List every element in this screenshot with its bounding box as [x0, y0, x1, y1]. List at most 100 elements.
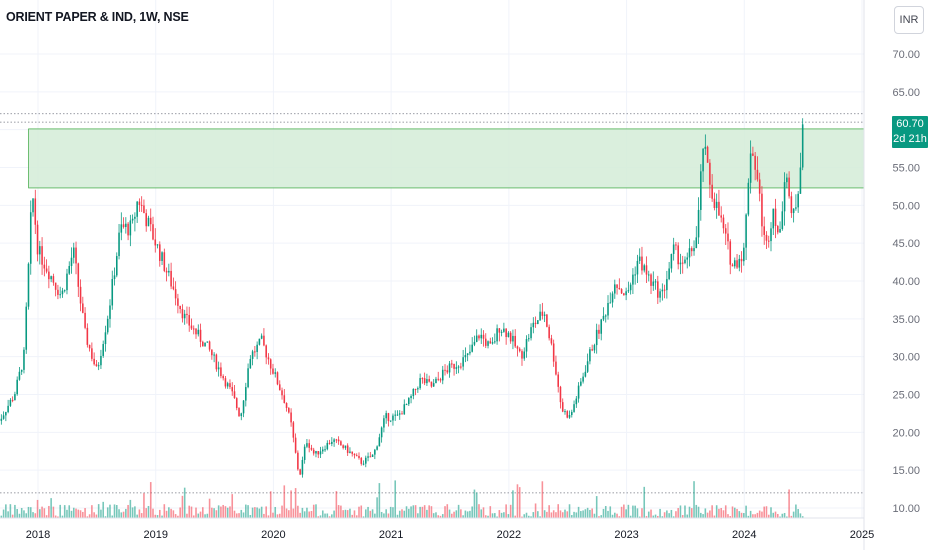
candle-body [7, 405, 9, 413]
volume-bar [131, 507, 134, 518]
volume-bar [480, 509, 483, 518]
volume-bar [770, 507, 772, 518]
candle-body [482, 334, 485, 339]
candle-body [211, 349, 213, 356]
volume-bar [625, 509, 627, 518]
candle-body [312, 449, 315, 454]
volume-bar [539, 516, 541, 518]
volume-bar [369, 510, 372, 518]
candle-body [543, 314, 546, 316]
candle-body [441, 369, 444, 381]
candle-body [306, 443, 308, 447]
candle-body [131, 218, 134, 221]
candle-body [677, 245, 679, 265]
volume-bar [423, 505, 426, 518]
candle-body [657, 281, 659, 298]
volume-bar [702, 514, 704, 518]
volume-bar [82, 511, 84, 518]
volume-bar [736, 508, 738, 518]
volume-bar [584, 509, 587, 518]
candle-body [387, 413, 390, 422]
candle-body [344, 445, 347, 448]
candle-body [326, 442, 329, 450]
candle-body [238, 408, 240, 417]
volume-bar [704, 508, 707, 518]
volume-bar [202, 507, 204, 518]
volume-bar [122, 511, 125, 518]
volume-bar [600, 515, 603, 518]
volume-bar [118, 509, 120, 518]
candle-body [693, 248, 695, 252]
volume-bar [788, 489, 790, 518]
candle-body [770, 228, 772, 242]
volume-bar [543, 510, 546, 518]
volume-bar [604, 505, 607, 518]
candle-body [158, 244, 161, 261]
candle-body [480, 334, 483, 339]
candle-body [68, 266, 71, 274]
volume-bar [679, 505, 682, 518]
candle-body [729, 241, 732, 265]
volume-bar [568, 504, 571, 518]
volume-bar [292, 508, 295, 518]
volume-bar [63, 505, 66, 518]
candle-body [346, 445, 349, 453]
candle-body [364, 457, 367, 464]
volume-bar [518, 487, 521, 518]
candle-body [489, 341, 492, 344]
candle-body [591, 349, 593, 351]
volume-bar [503, 512, 505, 518]
candle-body [324, 449, 326, 451]
volume-bar [677, 508, 679, 518]
volume-bar [125, 508, 127, 518]
candle-body [618, 287, 621, 290]
candle-body [272, 368, 274, 374]
volume-bar [505, 504, 507, 518]
candle-body [614, 284, 616, 294]
candle-body [14, 394, 16, 401]
volume-bar [240, 509, 243, 518]
volume-bar [430, 506, 433, 518]
volume-bar [367, 506, 369, 518]
volume-bar [9, 504, 12, 518]
candle-body [351, 451, 353, 454]
volume-bar [582, 510, 584, 518]
candle-body [360, 457, 363, 464]
candle-body [527, 338, 530, 340]
volume-bar [16, 509, 18, 518]
candle-body [11, 399, 14, 401]
candle-body [66, 273, 68, 291]
candle-body [593, 345, 596, 351]
volume-bar [455, 510, 458, 518]
volume-bar [779, 516, 781, 518]
candle-body [143, 205, 145, 214]
candle-body [503, 328, 505, 332]
candle-body [36, 224, 39, 255]
candle-body [659, 291, 661, 298]
candle-body [292, 422, 295, 438]
candle-body [408, 398, 410, 405]
candle-body [308, 443, 310, 448]
volume-bar [115, 505, 118, 518]
candle-body [647, 274, 650, 276]
currency-button[interactable]: INR [894, 6, 924, 34]
candle-body [738, 258, 741, 268]
volume-bar [471, 506, 473, 518]
volume-bar [163, 504, 166, 518]
candle-body [186, 313, 188, 316]
candle-body [91, 348, 93, 359]
candle-body [670, 253, 673, 269]
volume-bar [179, 507, 181, 518]
volume-bar [546, 511, 548, 518]
volume-bar [224, 506, 227, 518]
candle-body [263, 335, 265, 346]
volume-bar [602, 508, 605, 518]
bar-countdown: 2d 21h [893, 133, 927, 145]
volume-bar [272, 512, 274, 518]
volume-bar [428, 505, 430, 518]
candle-body [247, 368, 249, 388]
candle-body [154, 239, 157, 246]
volume-bar [256, 507, 258, 518]
